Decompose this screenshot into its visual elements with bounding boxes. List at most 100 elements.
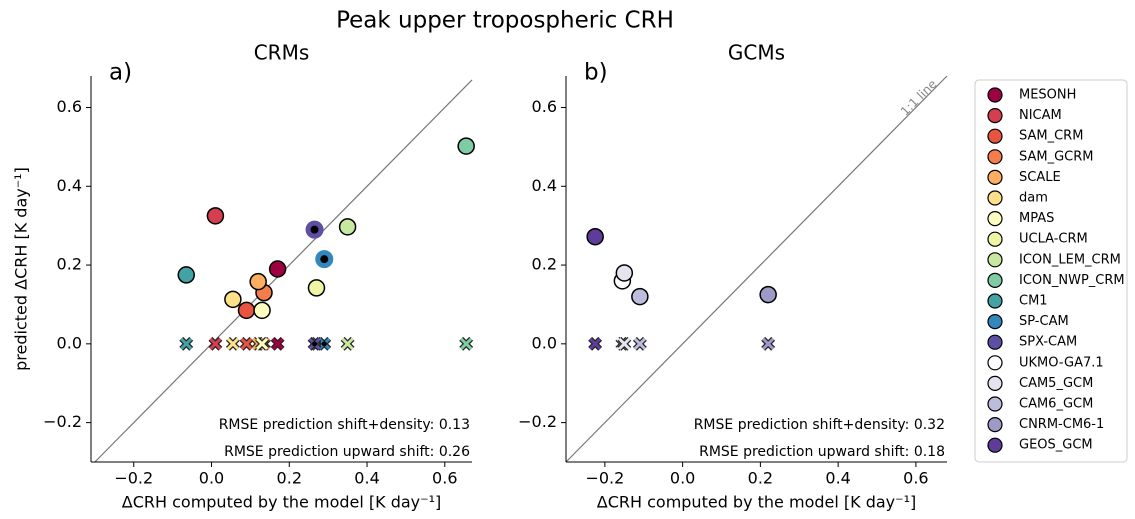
legend-marker xyxy=(987,149,1003,165)
cross-fill xyxy=(226,337,239,350)
point-dot xyxy=(320,255,329,264)
point-circle xyxy=(586,227,604,246)
legend-marker xyxy=(987,252,1003,268)
legend-marker xyxy=(987,169,1003,185)
point xyxy=(249,272,267,291)
x-tick-label: −0.2 xyxy=(585,469,624,488)
cross-marker xyxy=(632,336,647,351)
cross-fill xyxy=(271,337,284,350)
y-tick-label: 0.2 xyxy=(532,255,557,274)
point-dot xyxy=(310,225,319,234)
cross-marker xyxy=(270,336,285,351)
cross-fill xyxy=(209,337,222,350)
legend-marker xyxy=(987,437,1003,453)
annotation: RMSE prediction shift+density: 0.32 xyxy=(694,417,945,433)
cross-marker xyxy=(225,336,240,351)
cross-fill xyxy=(180,337,193,350)
legend-label: SP-CAM xyxy=(1019,314,1069,329)
y-tick-label: 0.0 xyxy=(57,333,82,352)
point-circle xyxy=(307,279,326,297)
point xyxy=(237,301,256,320)
point xyxy=(457,137,475,155)
y-tick-label: 0.6 xyxy=(532,97,557,116)
panel-title: CRMs xyxy=(254,41,310,65)
legend-label: SAM_GCRM xyxy=(1019,149,1094,164)
point-circle xyxy=(249,272,267,291)
x-tick-label: 0.4 xyxy=(825,469,850,488)
x-tick-label: 0.2 xyxy=(277,469,302,488)
legend-marker xyxy=(987,107,1003,124)
point-circle xyxy=(759,285,777,304)
legend-label: CNRM-CM6-1 xyxy=(1019,417,1104,432)
legend-label: GEOS_GCM xyxy=(1019,438,1093,453)
y-tick-label: −0.2 xyxy=(518,412,557,431)
point-circle xyxy=(631,287,649,306)
cross-dot xyxy=(312,341,318,347)
point xyxy=(307,279,326,297)
panel-title: GCMs xyxy=(728,41,785,65)
x-tick-label: 0.6 xyxy=(903,469,928,488)
point-circle xyxy=(206,207,225,225)
point-circle xyxy=(177,266,195,284)
legend-box xyxy=(974,79,1128,463)
y-tick-label: 0.4 xyxy=(57,176,82,195)
legend-marker xyxy=(987,355,1003,371)
y-tick-label: −0.2 xyxy=(43,412,82,431)
point xyxy=(268,260,287,278)
point-circle xyxy=(338,218,357,236)
legend-label: UKMO-GA7.1 xyxy=(1019,355,1104,370)
legend-marker xyxy=(987,128,1003,144)
legend-marker xyxy=(987,190,1003,206)
line-label: 1:1 line xyxy=(898,77,940,119)
cross-marker xyxy=(208,336,223,351)
cross-dot xyxy=(321,341,327,347)
y-axis-label: predicted ΔCRH [K day⁻¹] xyxy=(12,167,31,371)
cross-fill xyxy=(633,337,646,350)
legend-label: CM1 xyxy=(1019,294,1048,309)
legend-marker xyxy=(987,293,1003,309)
point xyxy=(631,287,649,306)
legend-marker xyxy=(987,87,1003,103)
point xyxy=(315,250,334,269)
legend-label: SAM_CRM xyxy=(1019,129,1083,144)
legend-marker xyxy=(987,417,1003,433)
legend-label: MPAS xyxy=(1019,211,1054,226)
legend-label: NICAM xyxy=(1019,108,1062,123)
point xyxy=(224,290,242,309)
y-tick-label: 0.4 xyxy=(532,176,557,195)
y-tick-label: 0.2 xyxy=(57,255,82,274)
legend-label: SPX-CAM xyxy=(1019,335,1077,350)
annotation: RMSE prediction upward shift: 0.26 xyxy=(224,444,470,460)
point-circle xyxy=(457,137,475,155)
x-axis-label: ΔCRH computed by the model [K day⁻¹] xyxy=(122,493,442,512)
x-tick-label: 0.6 xyxy=(432,469,457,488)
cross-fill xyxy=(256,337,269,350)
legend-marker xyxy=(987,314,1003,330)
legend-marker xyxy=(987,231,1003,247)
cross-marker xyxy=(255,336,270,351)
legend-label: MESONH xyxy=(1019,88,1076,103)
panel-label: a) xyxy=(109,60,132,86)
legend-marker xyxy=(987,375,1003,391)
cross-marker xyxy=(761,336,776,351)
x-axis-label: ΔCRH computed by the model [K day⁻¹] xyxy=(597,493,917,512)
legend-label: CAM6_GCM xyxy=(1019,397,1093,412)
legend-marker xyxy=(987,334,1003,350)
cross-fill xyxy=(618,337,631,350)
cross-marker xyxy=(307,336,322,351)
legend-marker xyxy=(987,272,1003,288)
y-tick-label: 0.6 xyxy=(57,97,82,116)
cross-marker xyxy=(340,336,355,351)
x-tick-label: 0.2 xyxy=(748,469,773,488)
cross-marker xyxy=(459,336,474,351)
legend-label: ICON_LEM_CRM xyxy=(1019,252,1121,267)
legend-label: UCLA-CRM xyxy=(1019,232,1088,247)
legend-label: CAM5_GCM xyxy=(1019,376,1093,391)
cross-fill xyxy=(762,337,775,350)
cross-marker xyxy=(179,336,194,351)
cross-marker xyxy=(617,336,632,351)
annotation: RMSE prediction shift+density: 0.13 xyxy=(219,417,470,433)
legend-label: dam xyxy=(1019,191,1048,206)
